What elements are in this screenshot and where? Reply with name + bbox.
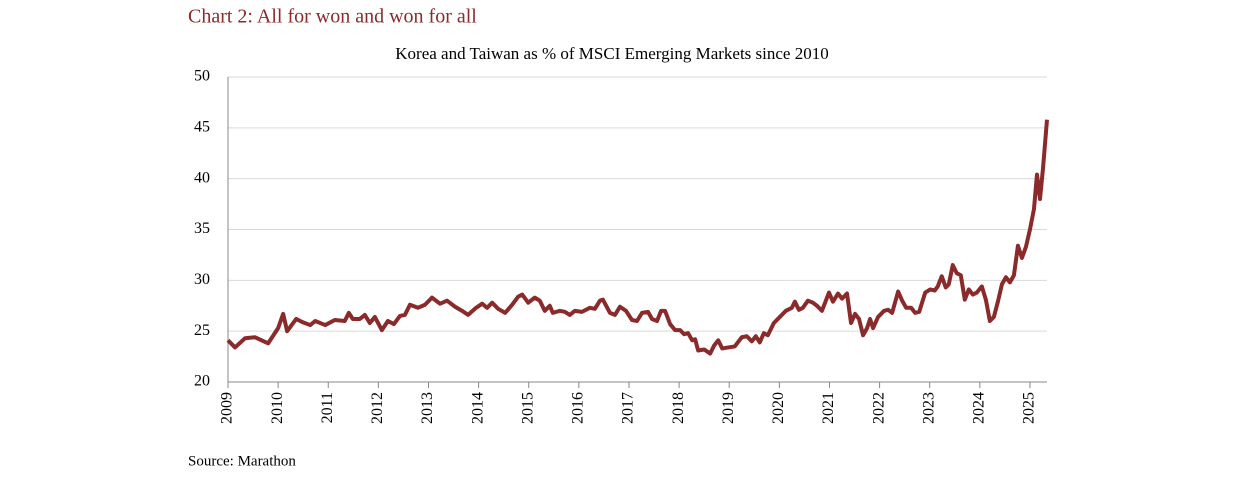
x-tick-label: 2025 [1021,392,1038,424]
x-tick-label: 2017 [620,392,637,424]
x-tick-label: 2022 [870,392,887,424]
y-tick-label: 20 [194,373,210,390]
x-tick-label: 2021 [820,392,837,424]
source-note: Source: Marathon [188,453,296,469]
x-tick-label: 2023 [920,392,937,424]
x-tick-label: 2016 [570,392,587,424]
x-tick-label: 2013 [419,392,436,424]
y-tick-label: 40 [194,169,210,186]
y-tick-label: 25 [194,322,210,339]
y-tick-label: 45 [194,119,210,136]
x-tick-label: 2024 [971,392,988,424]
x-tick-label: 2020 [770,392,787,424]
data-line [226,119,1049,356]
chart-title: Chart 2: All for won and won for all [188,6,477,28]
x-tick-label: 2014 [469,392,486,424]
x-tick-label: 2019 [720,392,737,424]
x-tick-label: 2018 [670,392,687,424]
x-tick-label: 2010 [269,392,286,424]
x-tick-label: 2009 [219,392,236,424]
x-tick-label: 2011 [319,392,336,423]
chart-subtitle: Korea and Taiwan as % of MSCI Emerging M… [395,44,828,63]
y-tick-label: 30 [194,271,210,288]
y-tick-label: 50 [194,68,210,85]
y-tick-label: 35 [194,220,210,237]
x-tick-label: 2012 [369,392,386,424]
x-tick-label: 2015 [519,392,536,424]
